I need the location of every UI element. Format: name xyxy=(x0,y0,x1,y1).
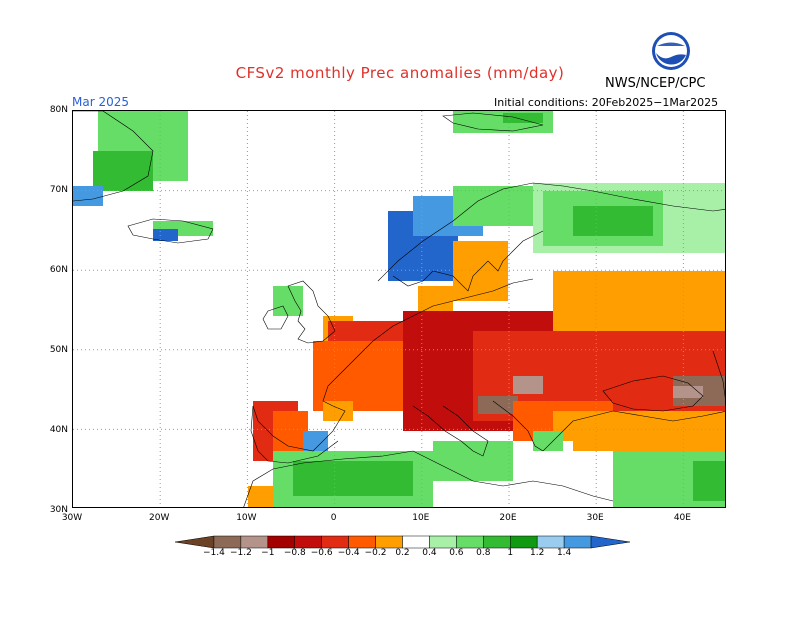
colorbar-segment xyxy=(563,535,592,549)
colorbar-arrow-left xyxy=(175,535,215,549)
colorbar-tick: −1.2 xyxy=(229,548,252,558)
lon-label: 30E xyxy=(586,513,604,523)
anomaly-cell xyxy=(93,151,153,191)
colorbar-tick: 1.2 xyxy=(530,548,545,558)
colorbar-arrow-right xyxy=(590,535,630,549)
anomaly-cell xyxy=(553,271,725,341)
anomaly-cell xyxy=(453,241,508,301)
anomaly-cell xyxy=(573,411,725,451)
colorbar xyxy=(175,535,630,549)
colorbar-segment xyxy=(429,535,457,549)
colorbar-segment xyxy=(321,535,349,549)
anomaly-cell xyxy=(503,113,543,123)
lat-label: 60N xyxy=(49,265,68,275)
anomaly-cell xyxy=(533,431,563,451)
colorbar-tick: −1 xyxy=(261,548,275,558)
colorbar-segment xyxy=(240,535,269,549)
anomaly-cell xyxy=(573,206,653,236)
gridlines xyxy=(73,111,725,507)
lon-label: 0 xyxy=(330,513,337,523)
colorbar-segment xyxy=(294,535,322,549)
anomaly-cell xyxy=(293,461,413,496)
colorbar-tick: −0.6 xyxy=(310,548,333,558)
lat-label: 40N xyxy=(49,425,68,435)
map-canvas xyxy=(73,111,725,507)
noaa-logo-icon: NOAA xyxy=(652,32,690,70)
colorbar-segment xyxy=(456,535,484,549)
colorbar-segment xyxy=(213,535,242,549)
lon-label: 10E xyxy=(412,513,430,523)
agency-label: NWS/NCEP/CPC xyxy=(605,76,706,91)
colorbar-tick: −0.2 xyxy=(364,548,387,558)
colorbar-segment xyxy=(402,535,430,549)
anomaly-cell xyxy=(273,286,303,316)
lon-label: 30W xyxy=(61,513,83,523)
anomaly-cell xyxy=(693,461,725,501)
anomaly-map xyxy=(72,110,726,508)
svg-text:NOAA: NOAA xyxy=(660,46,683,54)
colorbar-segment xyxy=(267,535,295,549)
colorbar-tick: 0.2 xyxy=(395,548,410,558)
anomaly-cell xyxy=(673,386,703,398)
anomaly-cell xyxy=(323,401,353,421)
anomaly-cell xyxy=(153,229,178,241)
colorbar-tick: 0.6 xyxy=(449,548,464,558)
colorbar-tick: 1.4 xyxy=(556,548,572,558)
lon-label: 20W xyxy=(149,513,170,523)
anomaly-cells xyxy=(73,111,725,507)
anomaly-cell xyxy=(248,486,273,507)
coastlines xyxy=(73,111,725,507)
colorbar-tick: −1.4 xyxy=(203,548,225,558)
anomaly-cell xyxy=(303,431,328,451)
anomaly-cell xyxy=(513,376,543,394)
colorbar-segment xyxy=(510,535,538,549)
colorbar-tick: −0.4 xyxy=(337,548,360,558)
initial-conditions: Initial conditions: 20Feb2025−1Mar2025 xyxy=(494,96,719,109)
lon-label: 20E xyxy=(499,513,517,523)
anomaly-cell xyxy=(418,286,453,311)
lat-label: 50N xyxy=(49,345,68,355)
colorbar-tick: −0.8 xyxy=(283,548,306,558)
lat-label: 70N xyxy=(49,185,68,195)
lon-label: 40E xyxy=(673,513,691,523)
colorbar-segment xyxy=(348,535,376,549)
anomaly-cell xyxy=(433,441,513,481)
anomaly-cell xyxy=(313,341,403,411)
colorbar-segment xyxy=(536,535,565,549)
anomaly-cell xyxy=(73,186,103,206)
colorbar-tick: 0.4 xyxy=(422,548,437,558)
lon-label: 10W xyxy=(236,513,257,523)
lat-label: 30N xyxy=(49,505,68,515)
colorbar-segment xyxy=(483,535,511,549)
colorbar-segment xyxy=(375,535,403,549)
anomaly-cell xyxy=(453,186,543,226)
lat-label: 80N xyxy=(49,105,68,115)
map-title: CFSv2 monthly Prec anomalies (mm/day) xyxy=(235,64,565,82)
colorbar-tick: 0.8 xyxy=(476,548,491,558)
colorbar-tick: 1 xyxy=(507,548,514,558)
forecast-month: Mar 2025 xyxy=(72,95,129,109)
